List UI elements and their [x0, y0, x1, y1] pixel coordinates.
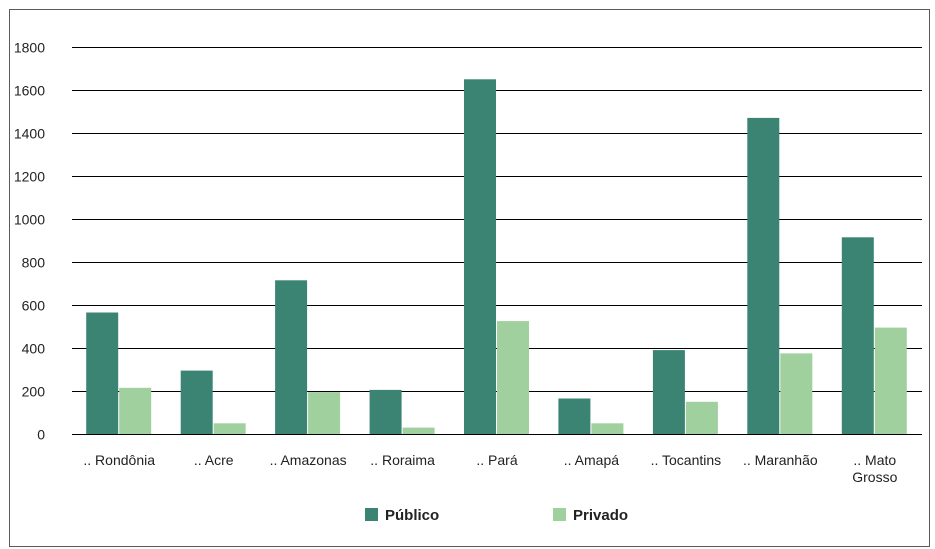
- y-tick-label: 1200: [14, 169, 45, 185]
- bar-publico: [464, 79, 496, 435]
- x-tick-label: .. Amazonas: [270, 452, 347, 468]
- y-tick-label: 1800: [14, 40, 45, 56]
- y-tick-label: 1600: [14, 83, 45, 99]
- bar-publico: [86, 312, 119, 434]
- bar-privado: [497, 321, 529, 434]
- legend-swatch: [553, 508, 566, 521]
- y-tick-label: 1000: [14, 212, 45, 228]
- y-tick-label: 1400: [14, 126, 45, 142]
- legend: Público Privado: [365, 507, 628, 524]
- bar-privado: [308, 392, 341, 434]
- y-axis: 0 200 400 600 800 1000 1200 1400 1600 1800: [14, 40, 45, 443]
- bar-publico: [747, 117, 780, 435]
- x-tick-label: .. Pará: [476, 452, 517, 468]
- bar-publico: [180, 370, 213, 434]
- bar-publico: [369, 389, 402, 434]
- bar-publico: [652, 350, 685, 434]
- bar-privado: [685, 401, 718, 435]
- y-tick-label: 800: [22, 255, 46, 271]
- bar-publico: [841, 237, 874, 434]
- x-tick-label: Grosso: [852, 469, 897, 485]
- x-tick-label: .. Acre: [194, 452, 234, 468]
- bar-privado: [780, 353, 813, 434]
- bar-privado: [119, 387, 152, 434]
- y-tick-label: 400: [22, 341, 46, 357]
- bar-privado: [591, 423, 624, 435]
- x-tick-label: .. Maranhão: [743, 452, 818, 468]
- y-tick-label: 200: [22, 384, 46, 400]
- legend-label: Privado: [573, 507, 628, 524]
- legend-label: Público: [385, 507, 439, 524]
- x-tick-label: .. Mato: [853, 452, 896, 468]
- bars: [86, 79, 907, 435]
- x-tick-label: .. Rondônia: [83, 452, 155, 468]
- bar-publico: [558, 398, 591, 434]
- legend-swatch: [365, 508, 378, 521]
- y-tick-label: 600: [22, 298, 46, 314]
- x-tick-label: .. Tocantins: [651, 452, 722, 468]
- bar-privado: [874, 327, 907, 434]
- x-tick-label: .. Roraima: [370, 452, 435, 468]
- y-tick-label: 0: [37, 427, 45, 443]
- bar-privado: [213, 423, 246, 435]
- x-axis: .. Rondônia .. Acre .. Amazonas .. Roraima.…: [72, 434, 922, 485]
- x-tick-label: .. Amapá: [564, 452, 619, 468]
- bar-privado: [402, 427, 435, 434]
- bar-publico: [275, 280, 308, 434]
